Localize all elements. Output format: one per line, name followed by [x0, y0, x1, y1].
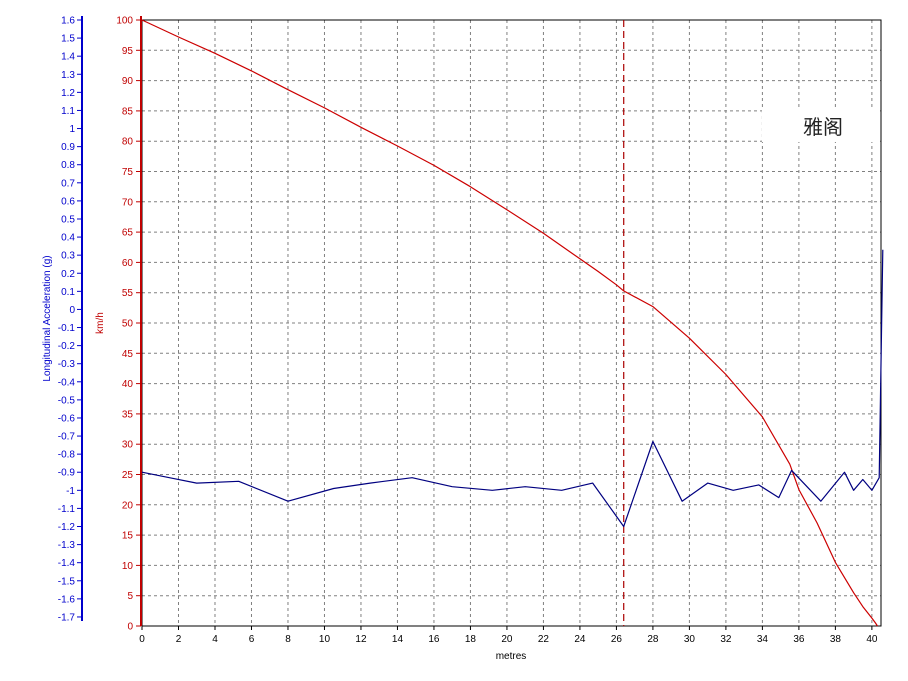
accel-tick-label: 0.5 — [61, 214, 75, 225]
accel-tick-label: -1.3 — [58, 540, 76, 551]
x-axis-title: metres — [496, 651, 527, 662]
speed-tick-label: 30 — [122, 440, 134, 451]
speed-tick-label: 5 — [127, 591, 133, 602]
accel-axis-title: Longitudinal Acceleration (g) — [42, 255, 53, 381]
accel-series-line — [141, 249, 884, 528]
speed-series-line — [141, 19, 878, 627]
accel-tick-label: -1.4 — [58, 558, 76, 569]
accel-tick-label: -1.5 — [58, 576, 76, 587]
x-tick-label: 8 — [285, 634, 291, 645]
accel-tick-label: 1 — [69, 124, 75, 135]
speed-tick-label: 20 — [122, 500, 134, 511]
accel-tick-label: -0.5 — [58, 395, 76, 406]
speed-tick-label: 80 — [122, 137, 134, 148]
x-tick-label: 4 — [212, 634, 218, 645]
series-layer — [141, 19, 884, 627]
accel-tick-label: -1 — [66, 486, 75, 497]
accel-tick-label: 1.4 — [61, 52, 75, 63]
accel-tick-label: 1.2 — [61, 88, 75, 99]
accel-tick-label: -0.4 — [58, 377, 76, 388]
accel-tick-label: -1.2 — [58, 522, 76, 533]
accel-tick-label: 1.3 — [61, 70, 75, 81]
x-tick-label: 38 — [830, 634, 842, 645]
x-tick-label: 36 — [793, 634, 805, 645]
x-tick-label: 32 — [720, 634, 732, 645]
speed-tick-label: 15 — [122, 531, 134, 542]
speed-axis-title: km/h — [95, 312, 106, 334]
accel-tick-label: 0.1 — [61, 287, 75, 298]
x-tick-label: 22 — [538, 634, 550, 645]
speed-tick-label: 70 — [122, 197, 134, 208]
accel-tick-label: -1.6 — [58, 594, 76, 605]
x-tick-label: 0 — [139, 634, 145, 645]
speed-tick-label: 45 — [122, 349, 134, 360]
x-tick-label: 18 — [465, 634, 477, 645]
x-tick-label: 12 — [355, 634, 367, 645]
speed-tick-label: 25 — [122, 470, 134, 481]
watermark-box — [762, 108, 880, 142]
speed-tick-label: 95 — [122, 46, 134, 57]
speed-tick-label: 85 — [122, 106, 134, 117]
accel-tick-label: 0 — [69, 305, 75, 316]
speed-tick-label: 0 — [127, 622, 133, 633]
x-tick-label: 6 — [249, 634, 255, 645]
x-tick-label: 28 — [647, 634, 659, 645]
x-tick-label: 34 — [757, 634, 769, 645]
x-tick-label: 10 — [319, 634, 331, 645]
accel-tick-label: 0.4 — [61, 233, 75, 244]
accel-tick-label: 0.7 — [61, 178, 75, 189]
accel-tick-label: -1.1 — [58, 504, 76, 515]
accel-tick-label: -0.7 — [58, 432, 76, 443]
speed-tick-label: 65 — [122, 228, 134, 239]
speed-tick-label: 50 — [122, 319, 134, 330]
x-tick-label: 30 — [684, 634, 696, 645]
watermark-text: 雅阁 — [803, 115, 843, 139]
speed-tick-label: 90 — [122, 76, 134, 87]
x-tick-label: 26 — [611, 634, 623, 645]
speed-tick-label: 75 — [122, 167, 134, 178]
accel-tick-label: -1.7 — [58, 612, 76, 623]
x-axis: 0 2 4 6 8 10 12 14 16 18 20 22 24 26 28 30 32 34 36 38 40 — [139, 626, 878, 645]
grid — [142, 20, 881, 626]
accel-tick-label: 1.6 — [61, 16, 75, 27]
x-tick-label: 14 — [392, 634, 404, 645]
accel-tick-label: -0.8 — [58, 450, 76, 461]
accel-axis: 1.6 1.5 1.4 1.3 1.2 1.1 1 0.9 0.8 0.7 0.6 0.5 0.4 0.3… — [58, 16, 83, 623]
x-tick-label: 20 — [501, 634, 513, 645]
x-tick-label: 24 — [574, 634, 586, 645]
accel-tick-label: 0.8 — [61, 160, 75, 171]
x-tick-label: 40 — [866, 634, 878, 645]
speed-tick-label: 40 — [122, 379, 134, 390]
speed-tick-label: 100 — [116, 16, 133, 27]
accel-tick-label: -0.2 — [58, 341, 76, 352]
accel-tick-label: 0.3 — [61, 251, 75, 262]
x-tick-label: 16 — [428, 634, 440, 645]
x-tick-label: 2 — [176, 634, 182, 645]
speed-tick-label: 35 — [122, 409, 134, 420]
accel-tick-label: 0.2 — [61, 269, 75, 280]
accel-tick-label: 0.9 — [61, 142, 75, 153]
speed-tick-label: 10 — [122, 561, 134, 572]
accel-tick-label: -0.6 — [58, 413, 76, 424]
speed-tick-label: 55 — [122, 288, 134, 299]
accel-tick-label: 1.1 — [61, 106, 75, 117]
accel-tick-label: -0.1 — [58, 323, 76, 334]
accel-tick-label: -0.9 — [58, 468, 76, 479]
accel-tick-label: 0.6 — [61, 196, 75, 207]
accel-tick-label: -0.3 — [58, 359, 76, 370]
accel-tick-label: 1.5 — [61, 34, 75, 45]
speed-axis: 0 5 10 15 20 25 30 35 40 45 50 55 60 65 70 75 80 85 90 95 10… — [116, 16, 142, 633]
speed-tick-label: 60 — [122, 258, 134, 269]
